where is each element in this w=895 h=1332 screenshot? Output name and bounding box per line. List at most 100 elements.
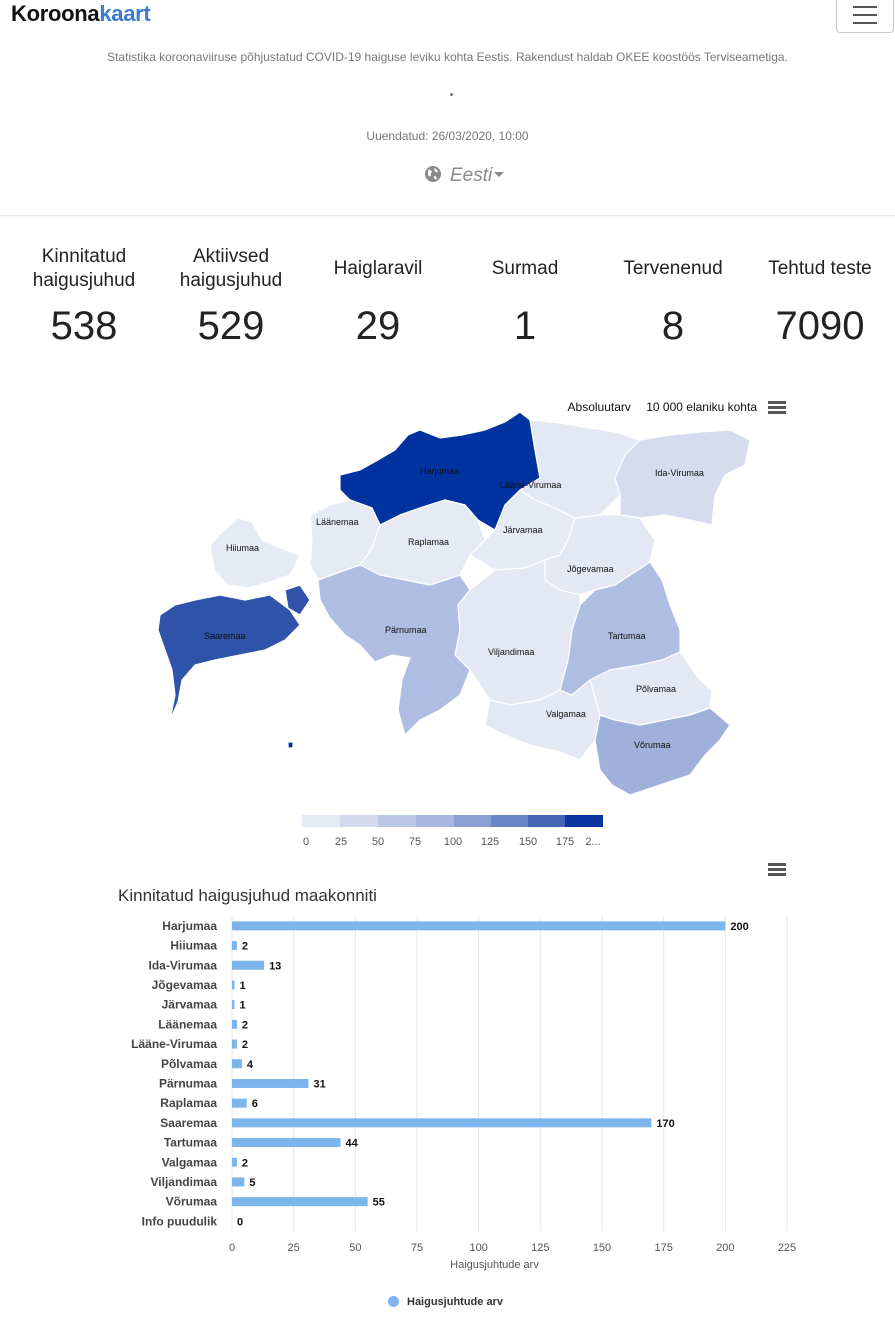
bar[interactable] bbox=[232, 1138, 341, 1148]
data-label: 2 bbox=[242, 1039, 248, 1051]
y-category-label: Võrumaa bbox=[166, 1195, 218, 1209]
stat-label: Haiglaravil bbox=[333, 258, 423, 279]
legend-tick: 125 bbox=[480, 836, 500, 848]
page-subtitle: Statistika koroonaviiruse põhjustatud CO… bbox=[107, 50, 788, 64]
language-dropdown[interactable]: Eesti bbox=[424, 165, 505, 187]
map-region-hiiumaa[interactable] bbox=[209, 517, 301, 589]
data-label: 5 bbox=[249, 1177, 255, 1189]
y-category-label: Hiiumaa bbox=[170, 939, 217, 953]
tab-absolute[interactable]: Absoluutarv bbox=[567, 400, 631, 414]
data-label: 0 bbox=[237, 1216, 243, 1228]
legend-tick: 0 bbox=[302, 836, 310, 848]
x-tick-label: 50 bbox=[349, 1242, 361, 1254]
bar[interactable] bbox=[232, 921, 726, 931]
legend-tick: 2... bbox=[585, 836, 601, 848]
map-label-viljandimaa: Viljandimaa bbox=[488, 647, 534, 657]
bar[interactable] bbox=[232, 1157, 237, 1167]
hamburger-line bbox=[853, 14, 877, 16]
x-tick-label: 125 bbox=[531, 1242, 549, 1254]
bar[interactable] bbox=[232, 1000, 235, 1010]
bar[interactable] bbox=[232, 1039, 237, 1049]
legend-tick: 100 bbox=[443, 836, 463, 848]
bar[interactable] bbox=[232, 941, 237, 951]
map-label-hiiumaa: Hiiumaa bbox=[226, 543, 259, 553]
bar[interactable] bbox=[232, 1098, 247, 1108]
stat-label: Tehtud teste bbox=[768, 258, 872, 279]
tab-per-capita[interactable]: 10 000 elaniku kohta bbox=[646, 400, 757, 414]
x-tick-label: 225 bbox=[778, 1242, 796, 1254]
brand-part-2: kaart bbox=[99, 1, 151, 26]
stat-label: Aktiivsed haigusjuhud bbox=[179, 246, 283, 291]
y-category-label: Jõgevamaa bbox=[152, 978, 218, 992]
stat-value: 529 bbox=[197, 304, 265, 348]
bar[interactable] bbox=[232, 1019, 237, 1029]
data-label: 170 bbox=[656, 1118, 674, 1130]
x-axis-title: Haigusjuhtude arv bbox=[450, 1259, 539, 1271]
x-tick-label: 175 bbox=[654, 1242, 672, 1254]
map-label-saaremaa: Saaremaa bbox=[204, 631, 246, 641]
stat-hospitalized: Haiglaravil 29 bbox=[304, 240, 452, 349]
data-label: 1 bbox=[239, 980, 245, 992]
legend-tick: 25 bbox=[334, 836, 348, 848]
data-label: 44 bbox=[346, 1138, 359, 1150]
y-category-label: Järvamaa bbox=[162, 998, 218, 1012]
estonia-map: Harjumaa Lääne-Virumaa Ida-Virumaa Lääne… bbox=[157, 411, 751, 796]
x-tick-label: 200 bbox=[716, 1242, 734, 1254]
map-label-polvamaa: Põlvamaa bbox=[636, 684, 676, 694]
y-category-label: Raplamaa bbox=[160, 1096, 217, 1110]
stat-active: Aktiivsed haigusjuhud 529 bbox=[157, 240, 305, 349]
map-label-jogevamaa: Jõgevamaa bbox=[567, 564, 614, 574]
map-color-legend bbox=[302, 815, 603, 827]
data-label: 4 bbox=[247, 1059, 254, 1071]
stat-recovered: Tervenenud 8 bbox=[599, 240, 747, 349]
map-menu-icon[interactable] bbox=[768, 401, 786, 415]
bar[interactable] bbox=[232, 960, 265, 970]
navbar: Koroonakaart bbox=[0, 0, 895, 40]
map-region-vorumaa[interactable] bbox=[594, 707, 731, 796]
data-label: 31 bbox=[313, 1078, 325, 1090]
y-category-label: Harjumaa bbox=[162, 919, 217, 933]
x-tick-label: 100 bbox=[469, 1242, 487, 1254]
y-category-label: Ida-Virumaa bbox=[149, 958, 218, 972]
chevron-down-icon bbox=[494, 172, 505, 177]
bar[interactable] bbox=[232, 1078, 309, 1088]
y-category-label: Tartumaa bbox=[164, 1136, 217, 1150]
chart-menu-icon[interactable] bbox=[768, 863, 786, 877]
brand-logo[interactable]: Koroonakaart bbox=[11, 1, 151, 27]
map-region-laane-virumaa[interactable] bbox=[519, 419, 641, 519]
map-region-saaremaa[interactable] bbox=[157, 584, 311, 721]
bar[interactable] bbox=[232, 1177, 245, 1187]
legend-tick: 150 bbox=[518, 836, 538, 848]
map-label-tartumaa: Tartumaa bbox=[608, 631, 646, 641]
map-region-ida-virumaa[interactable] bbox=[614, 429, 751, 526]
bar[interactable] bbox=[232, 980, 235, 990]
map-label-vorumaa: Võrumaa bbox=[634, 740, 671, 750]
bar[interactable] bbox=[232, 1059, 242, 1069]
map-region-parnumaa[interactable] bbox=[317, 564, 471, 736]
map-region-viljandimaa[interactable] bbox=[454, 559, 581, 706]
bar[interactable] bbox=[232, 1197, 368, 1207]
globe-icon bbox=[425, 166, 441, 182]
stat-tests: Tehtud teste 7090 bbox=[746, 240, 894, 349]
stat-value: 7090 bbox=[775, 304, 865, 348]
map-label-harjumaa: Harjumaa bbox=[420, 466, 459, 476]
stat-value: 29 bbox=[355, 304, 401, 348]
y-category-label: Põlvamaa bbox=[161, 1057, 217, 1071]
legend-tick: 75 bbox=[408, 836, 422, 848]
y-category-label: Lääne-Virumaa bbox=[131, 1037, 217, 1051]
hamburger-line bbox=[853, 6, 877, 8]
bar[interactable] bbox=[232, 1118, 652, 1128]
stat-value: 538 bbox=[50, 304, 118, 348]
y-category-label: Viljandimaa bbox=[151, 1175, 218, 1189]
map-label-jarvamaa: Järvamaa bbox=[503, 525, 543, 535]
data-label: 6 bbox=[252, 1098, 258, 1110]
stat-label: Tervenenud bbox=[623, 258, 723, 279]
data-label: 2 bbox=[242, 1019, 248, 1031]
x-tick-label: 150 bbox=[593, 1242, 611, 1254]
chart-legend-item[interactable]: Haigusjuhtude arv bbox=[388, 1296, 503, 1308]
stats-row: Kinnitatud haigusjuhud 538 Aktiivsed hai… bbox=[10, 240, 895, 360]
data-label: 55 bbox=[373, 1197, 385, 1209]
y-category-label: Läänemaa bbox=[158, 1017, 217, 1031]
menu-toggle-button[interactable] bbox=[836, 0, 894, 33]
